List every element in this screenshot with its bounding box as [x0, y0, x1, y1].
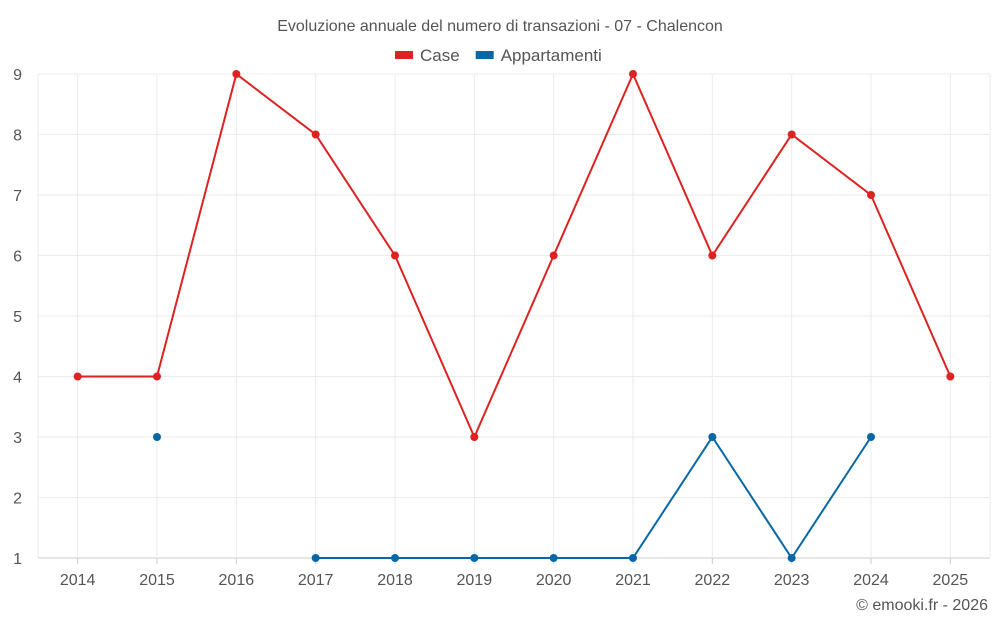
data-point-case — [708, 251, 717, 260]
data-point-case — [391, 251, 399, 260]
legend-swatch — [475, 51, 494, 59]
data-point-case — [787, 130, 796, 139]
x-tick-label: 2017 — [298, 572, 334, 589]
series — [73, 70, 955, 562]
data-point-appartamenti — [470, 554, 479, 562]
x-tick-label: 2019 — [457, 572, 493, 589]
data-point-appartamenti — [391, 554, 399, 562]
x-tick-label: 2014 — [60, 572, 96, 589]
data-point-case — [153, 372, 161, 381]
legend: Case Appartamenti — [395, 46, 602, 65]
y-tick-label: 4 — [13, 370, 22, 387]
legend-swatch — [395, 51, 413, 59]
x-tick-label: 2020 — [536, 572, 572, 589]
y-tick-label: 9 — [13, 67, 22, 84]
y-tick-label: 2 — [13, 491, 22, 508]
x-tick-label: 2016 — [219, 572, 255, 589]
axes: 1 2 3 4 5 6 7 8 9 2014 2015 2016 2017 2018 2019 2020 202… — [13, 67, 968, 589]
data-point-appartamenti — [549, 554, 558, 562]
series-line-case — [77, 71, 952, 440]
data-point-case — [311, 130, 320, 139]
data-point-appartamenti — [708, 433, 717, 441]
x-tick-label: 2023 — [774, 572, 810, 589]
y-tick-label: 1 — [13, 551, 22, 568]
data-point-case — [549, 251, 558, 260]
y-tick-label: 5 — [13, 309, 22, 326]
credit: © emooki.fr - 2026 — [856, 597, 988, 614]
data-point-appartamenti — [867, 433, 875, 441]
grid — [37, 73, 991, 559]
data-point-case — [470, 433, 479, 441]
data-point-appartamenti — [153, 433, 161, 441]
data-point-appartamenti — [629, 554, 637, 562]
data-point-case — [867, 191, 875, 199]
data-point-case — [946, 372, 955, 381]
y-tick-label: 3 — [13, 430, 22, 447]
x-tick-label: 2018 — [377, 572, 413, 589]
x-tick-label: 2015 — [139, 572, 175, 589]
data-point-appartamenti — [787, 554, 796, 562]
y-tick-label: 7 — [13, 188, 22, 205]
chart-title: Evoluzione annuale del numero di transaz… — [277, 18, 723, 35]
data-point-appartamenti — [311, 554, 320, 562]
data-point-case — [232, 70, 241, 78]
legend-label: Appartamenti — [501, 46, 602, 65]
x-tick-label: 2022 — [695, 572, 731, 589]
x-tick-label: 2021 — [615, 572, 651, 589]
legend-label: Case — [420, 46, 460, 65]
y-tick-label: 8 — [13, 128, 22, 145]
x-tick-label: 2024 — [853, 572, 889, 589]
data-point-case — [629, 70, 637, 78]
y-tick-label: 6 — [13, 249, 22, 266]
x-tick-label: 2025 — [933, 572, 969, 589]
data-point-case — [73, 372, 82, 381]
series-line-appartamenti — [315, 435, 872, 560]
